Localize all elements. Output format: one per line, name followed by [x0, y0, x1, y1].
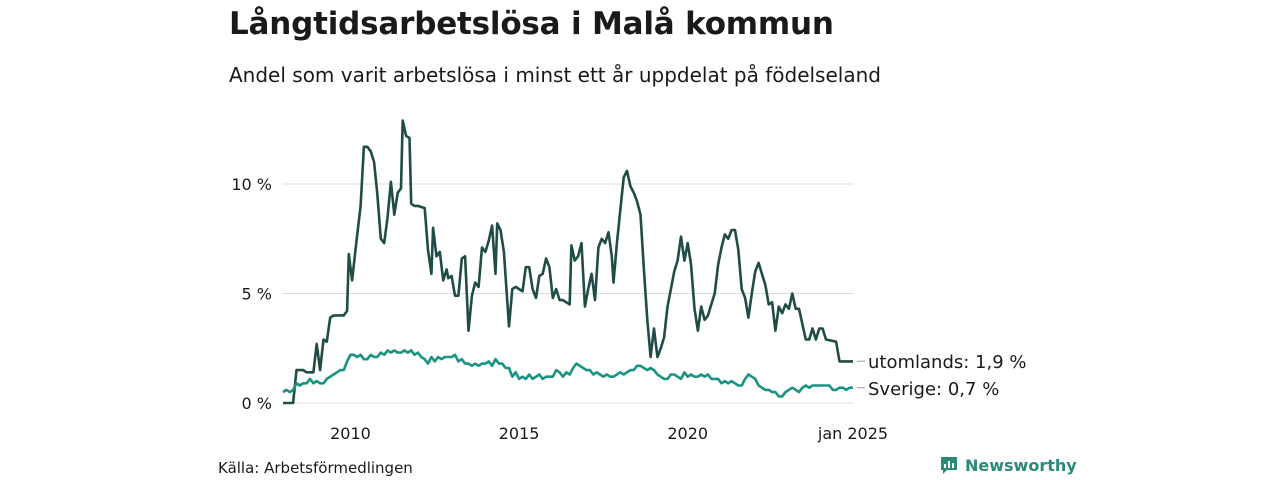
y-tick-label: 0 %	[242, 394, 272, 413]
x-tick-label: jan 2025	[817, 424, 888, 443]
source-note: Källa: Arbetsförmedlingen	[218, 459, 413, 477]
y-tick-label: 5 %	[242, 285, 272, 304]
series-end-label: utomlands: 1,9 %	[868, 352, 1027, 373]
chart-title: Långtidsarbetslösa i Malå kommun	[229, 6, 834, 42]
brand-logo[interactable]: Newsworthy	[939, 455, 1077, 475]
x-tick-label: 2010	[330, 424, 371, 443]
series-line-sverige	[282, 349, 853, 398]
chart-subtitle: Andel som varit arbetslösa i minst ett å…	[229, 63, 881, 87]
y-tick-label: 10 %	[231, 175, 272, 194]
newsworthy-icon	[941, 457, 957, 474]
brand-name: Newsworthy	[965, 455, 1077, 475]
x-tick-label: 2020	[667, 424, 708, 443]
x-tick-label: 2015	[499, 424, 540, 443]
series-end-label: Sverige: 0,7 %	[868, 379, 999, 400]
series-line-utomlands	[283, 119, 853, 405]
